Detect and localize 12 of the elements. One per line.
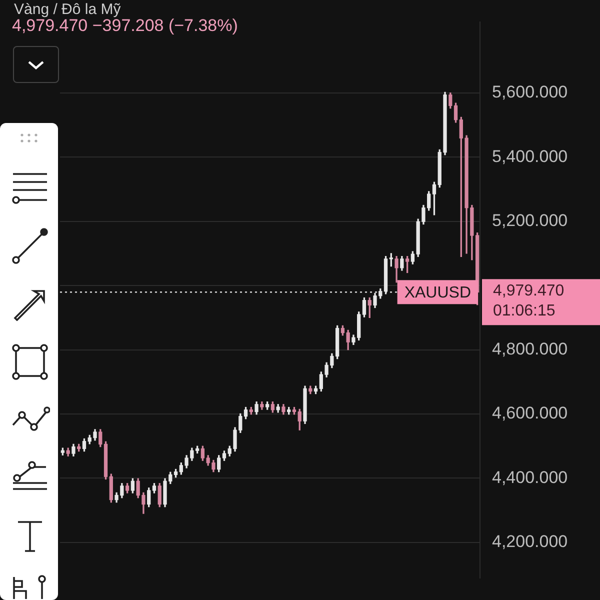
chart-subtitle: 4,979.470 −397.208 (−7.38%) xyxy=(12,16,238,36)
y-tick-label: 4,200.000 xyxy=(492,532,568,552)
y-tick-label: 4,600.000 xyxy=(492,404,568,423)
y-tick-label: 5,200.000 xyxy=(492,211,568,230)
text: 01:06:15 xyxy=(493,302,556,320)
text: 4,979.470 xyxy=(493,282,564,300)
chart-title: Vàng / Đô la Mỹ xyxy=(14,1,121,18)
y-tick-label: 5,400.000 xyxy=(492,146,568,166)
y-tick-label: 5,600.000 xyxy=(492,82,568,102)
y-tick-label: 4,400.000 xyxy=(492,468,568,487)
y-tick-label: 4,800.000 xyxy=(492,339,568,358)
ref-line-label: XAUUSD xyxy=(404,284,472,302)
